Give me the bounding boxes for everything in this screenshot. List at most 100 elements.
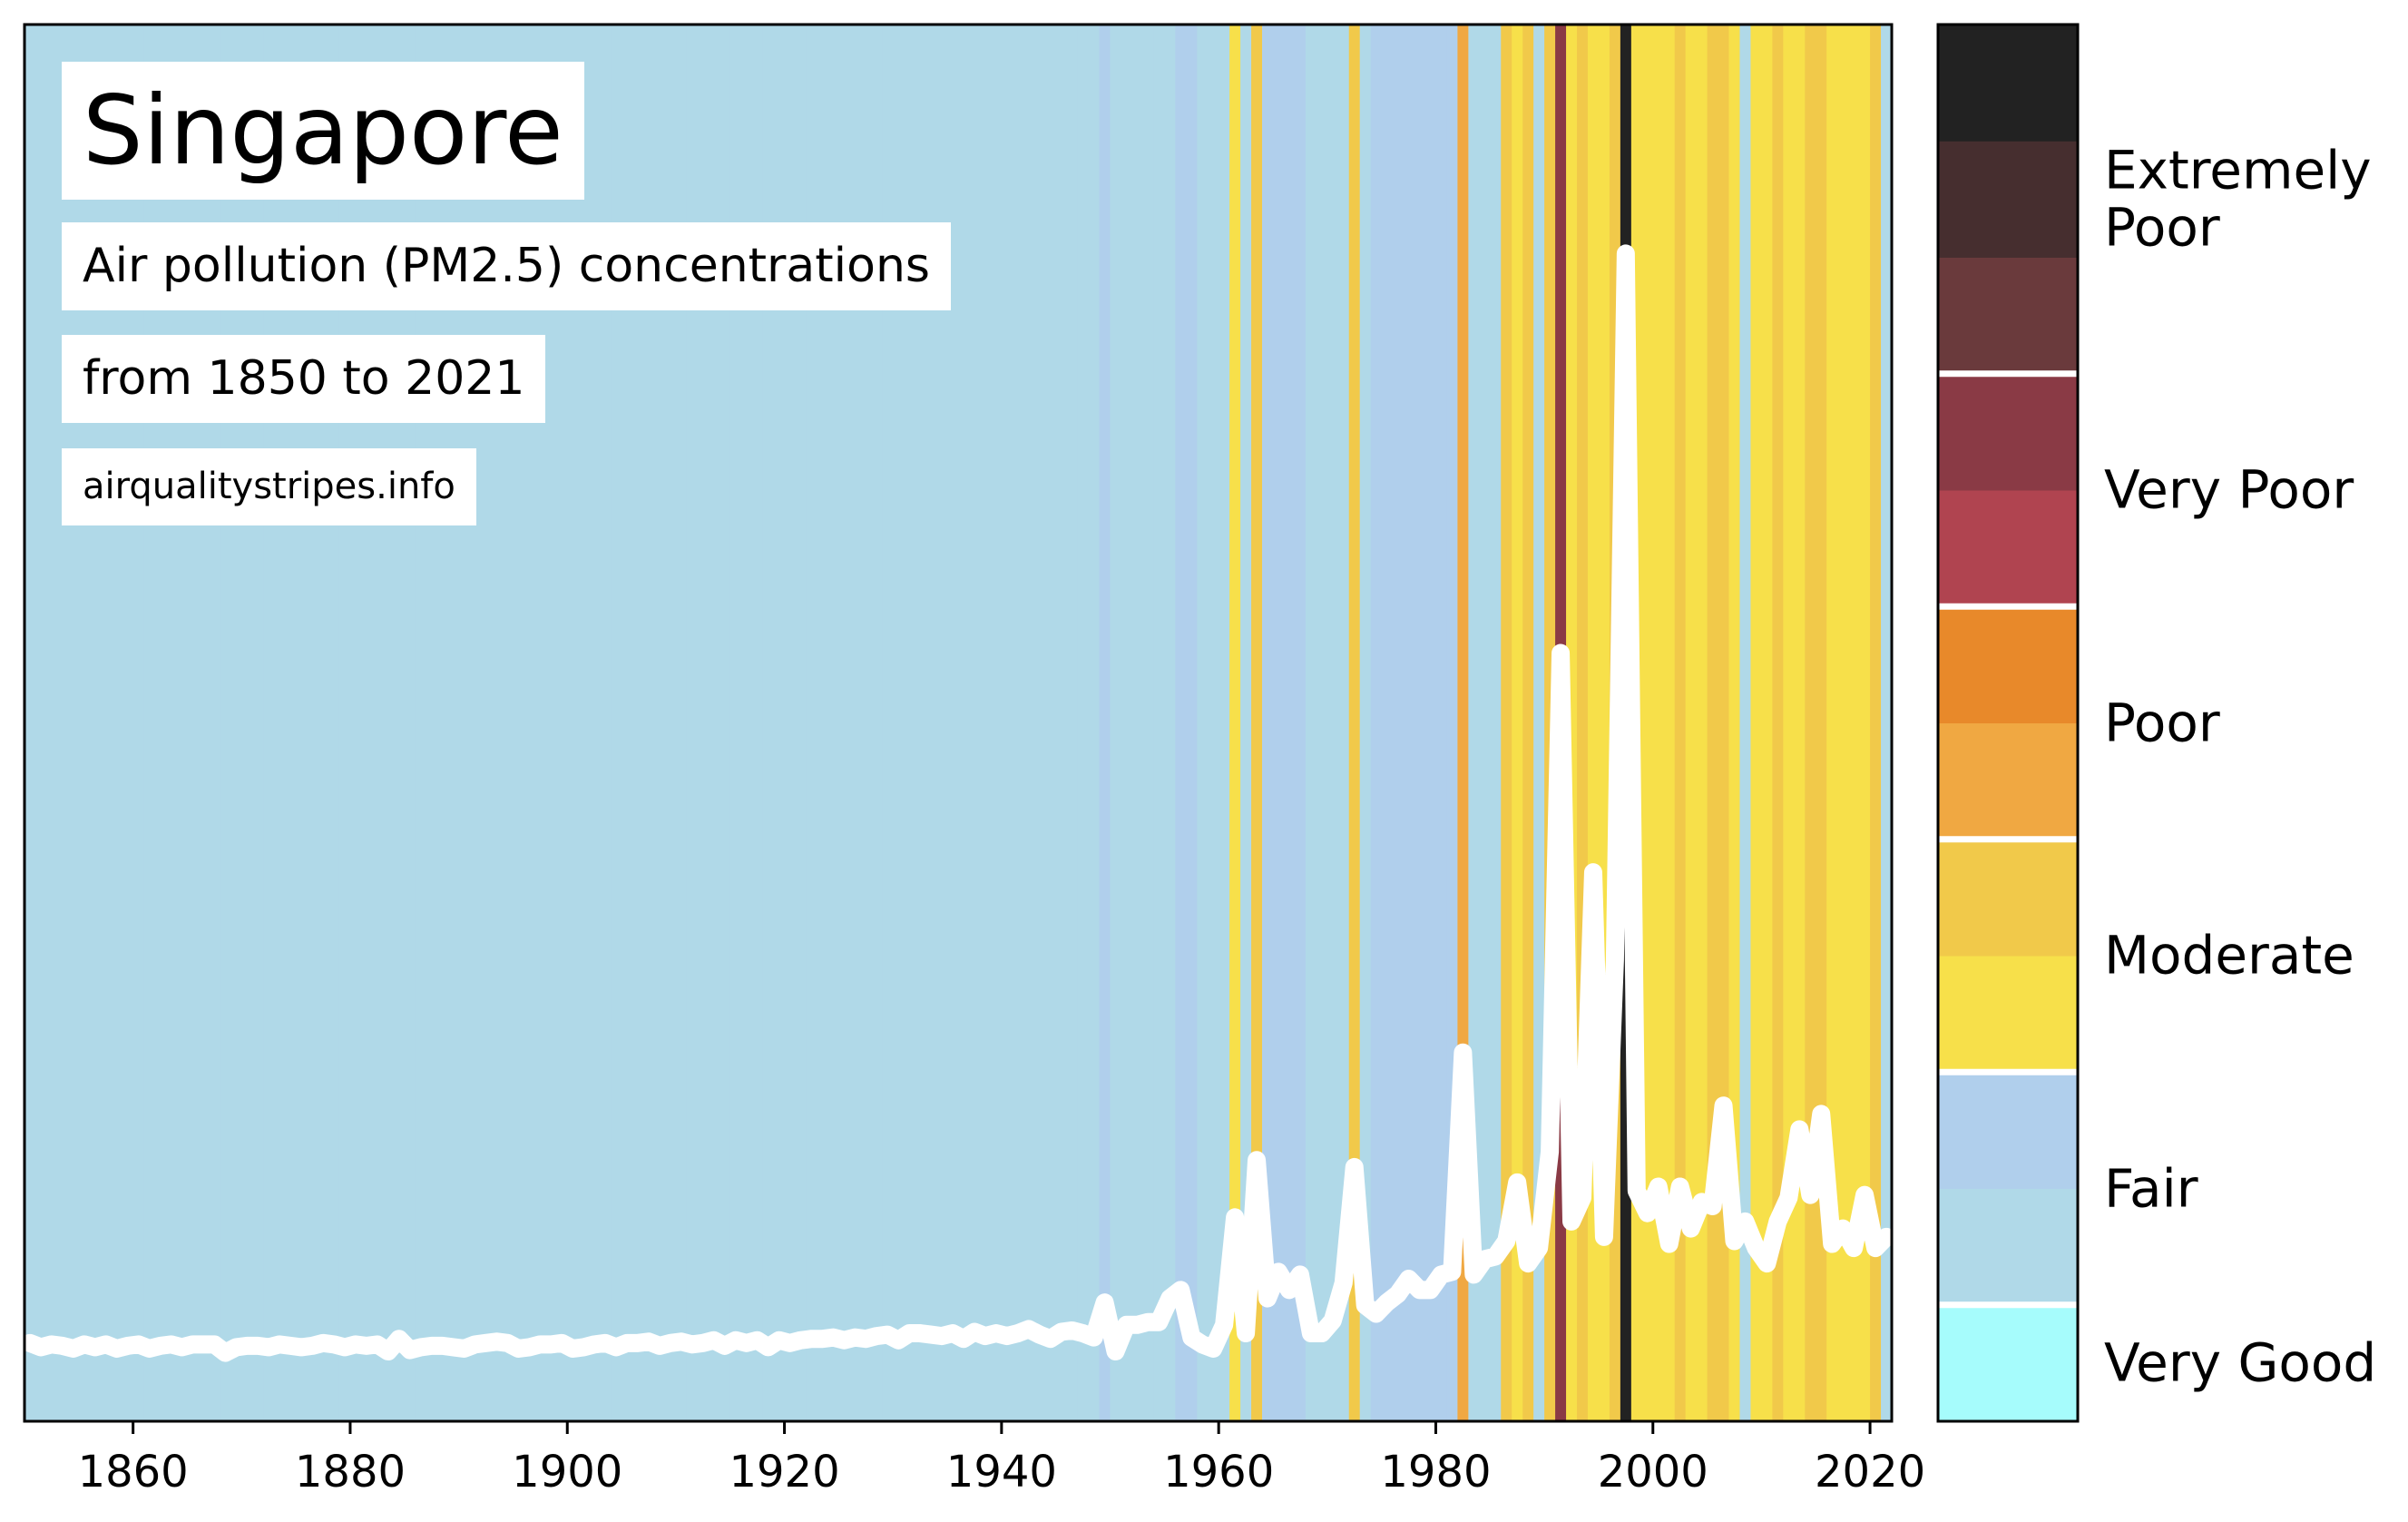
stripe: [589, 25, 601, 1421]
stripe: [1652, 25, 1665, 1421]
stripe: [915, 25, 926, 1421]
stripe: [1403, 25, 1415, 1421]
stripe: [675, 25, 688, 1421]
colorbar-frame: [1936, 23, 2080, 1423]
stripe: [1164, 25, 1176, 1421]
stripe: [545, 25, 557, 1421]
stripe: [1251, 25, 1263, 1421]
stripe: [600, 25, 612, 1421]
subtitle: Air pollution (PM2.5) concentrations: [62, 222, 951, 310]
stripe: [1783, 25, 1795, 1421]
stripe: [893, 25, 905, 1421]
stripe: [1674, 25, 1687, 1421]
stripe: [1490, 25, 1502, 1421]
stripe: [904, 25, 915, 1421]
x-tick-label: 1860: [78, 1447, 189, 1497]
stripe: [1512, 25, 1523, 1421]
stripe: [925, 25, 937, 1421]
colorbar-segment: [1938, 1072, 2078, 1189]
stripe: [664, 25, 677, 1421]
stripe: [936, 25, 948, 1421]
stripe: [860, 25, 872, 1421]
subtitle: from 1850 to 2021: [62, 335, 546, 423]
colorbar-segment: [1938, 25, 2078, 142]
stripe: [556, 25, 568, 1421]
stripe: [1294, 25, 1307, 1421]
stripe: [1837, 25, 1849, 1421]
stripe: [24, 25, 36, 1421]
stripe: [1533, 25, 1545, 1421]
stripe: [1186, 25, 1198, 1421]
stripe: [1229, 25, 1241, 1421]
chart-title: Singapore: [62, 62, 584, 200]
stripe: [719, 25, 731, 1421]
stripe: [827, 25, 839, 1421]
stripe: [1023, 25, 1035, 1421]
stripe: [1066, 25, 1079, 1421]
stripe: [849, 25, 861, 1421]
stripe: [1208, 25, 1219, 1421]
x-tick-label: 1980: [1380, 1447, 1491, 1497]
colorbar-segment: [1938, 722, 2078, 840]
stripe: [643, 25, 655, 1421]
stripe: [611, 25, 622, 1421]
legend-label: Moderate: [2104, 924, 2354, 987]
colorbar-segment: [1938, 1304, 2078, 1422]
colorbar-segment: [1938, 141, 2078, 258]
stripe: [653, 25, 666, 1421]
stripe: [1718, 25, 1730, 1421]
stripe: [1240, 25, 1252, 1421]
stripe: [795, 25, 808, 1421]
legend-label: Very Good: [2104, 1331, 2377, 1394]
stripe: [1326, 25, 1339, 1421]
stripe: [1099, 25, 1111, 1421]
legend-label: Very Poor: [2104, 458, 2354, 521]
stripe: [1033, 25, 1046, 1421]
stripe: [838, 25, 850, 1421]
stripe: [1848, 25, 1860, 1421]
stripe: [1337, 25, 1350, 1421]
stripe: [1685, 25, 1698, 1421]
stripe: [751, 25, 764, 1421]
stripe: [882, 25, 894, 1421]
stripe: [817, 25, 829, 1421]
colorbar-segment: [1938, 839, 2078, 957]
stripe: [871, 25, 883, 1421]
stripe: [1219, 25, 1230, 1421]
stripe: [1348, 25, 1361, 1421]
stripe: [1826, 25, 1838, 1421]
stripe: [1479, 25, 1491, 1421]
stripe: [1012, 25, 1024, 1421]
stripe: [1881, 25, 1892, 1421]
stripe: [1305, 25, 1317, 1421]
stripe: [1816, 25, 1827, 1421]
stripe: [1435, 25, 1448, 1421]
stripe: [1131, 25, 1144, 1421]
stripe: [1739, 25, 1752, 1421]
stripe: [1283, 25, 1296, 1421]
stripe: [729, 25, 742, 1421]
stripe: [1110, 25, 1122, 1421]
colorbar-segment: [1938, 956, 2078, 1073]
colorbar-segment: [1938, 1188, 2078, 1306]
stripe: [1153, 25, 1165, 1421]
stripe: [1870, 25, 1882, 1421]
stripe: [632, 25, 644, 1421]
stripe: [622, 25, 633, 1421]
stripe: [45, 25, 58, 1421]
stripe: [806, 25, 818, 1421]
x-tick-label: 2000: [1598, 1447, 1708, 1497]
stripe: [1142, 25, 1154, 1421]
stripe: [1414, 25, 1426, 1421]
stripe: [1088, 25, 1101, 1421]
legend-label: Poor: [2104, 692, 2220, 754]
stripe: [1772, 25, 1784, 1421]
stripe: [1370, 25, 1383, 1421]
x-tick-label: 2020: [1815, 1447, 1925, 1497]
stripe: [1359, 25, 1372, 1421]
stripe: [1121, 25, 1133, 1421]
colorbar-segment: [1938, 373, 2078, 491]
stripe: [1197, 25, 1209, 1421]
stripe: [990, 25, 1003, 1421]
stripe: [1424, 25, 1437, 1421]
